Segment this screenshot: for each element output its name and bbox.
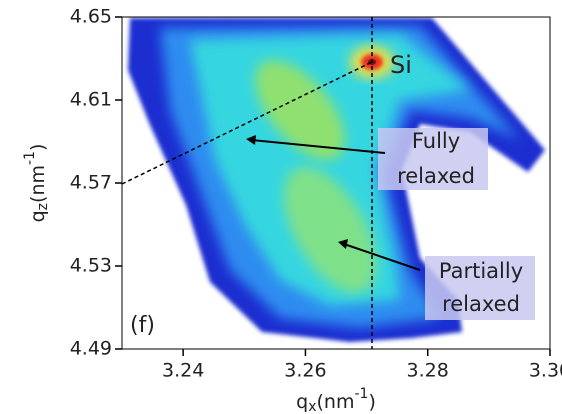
y-axis-label: qz(nm-1)	[22, 144, 51, 223]
x-tick-label: 3.30	[529, 360, 562, 382]
arrow-head	[338, 239, 348, 249]
x-tick-label: 3.24	[162, 360, 204, 382]
arrow	[343, 243, 421, 271]
arrow	[251, 139, 386, 154]
label-box	[425, 256, 535, 320]
arrow-head	[246, 135, 256, 145]
x-axis-label: qx(nm-1)	[296, 386, 376, 414]
x-tick-label: 3.26	[284, 360, 326, 382]
y-tick-label: 4.61	[70, 89, 112, 111]
panel-label: (f)	[130, 313, 155, 338]
intensity-map	[128, 18, 545, 342]
annotation: Fully	[412, 129, 460, 153]
y-tick-label: 4.65	[70, 6, 112, 28]
annotation: relaxed	[397, 164, 475, 188]
y-tick-label: 4.53	[70, 255, 112, 277]
y-tick-label: 4.49	[70, 338, 112, 360]
annotation: Si	[390, 51, 412, 79]
annotation: Partially	[439, 259, 523, 283]
y-tick-label: 4.57	[70, 172, 112, 194]
x-tick-label: 3.28	[407, 360, 449, 382]
relaxation-line	[121, 61, 373, 185]
label-box	[378, 128, 488, 190]
annotation: relaxed	[442, 292, 520, 316]
